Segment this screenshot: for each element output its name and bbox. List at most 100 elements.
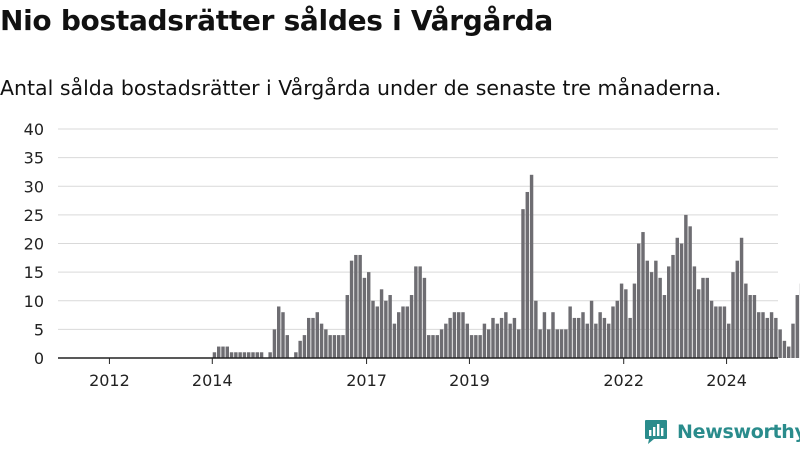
- bar: [427, 335, 431, 358]
- bar: [551, 312, 555, 358]
- bar: [688, 226, 692, 358]
- bar: [547, 329, 551, 358]
- bar: [564, 329, 568, 358]
- bar: [371, 300, 375, 358]
- bar: [585, 323, 589, 358]
- bar: [392, 323, 397, 358]
- bar: [795, 295, 799, 358]
- bar: [422, 277, 427, 358]
- bar: [345, 295, 349, 358]
- bar: [268, 352, 272, 358]
- bar: [405, 306, 409, 358]
- bar: [401, 306, 405, 358]
- bar: [285, 335, 289, 358]
- y-tick-label: 5: [34, 320, 44, 339]
- bar: [594, 323, 598, 358]
- bar: [409, 295, 414, 358]
- bar: [782, 340, 787, 358]
- bar: [384, 300, 388, 358]
- bar: [337, 335, 341, 358]
- bar: [581, 312, 585, 358]
- bar: [474, 335, 478, 358]
- bar: [778, 329, 782, 358]
- bar: [272, 329, 277, 358]
- bar: [508, 323, 512, 358]
- bar: [431, 335, 435, 358]
- bar: [611, 306, 615, 358]
- bar: [701, 277, 705, 358]
- bar: [675, 237, 679, 358]
- bar: [628, 317, 632, 358]
- bar: [448, 317, 452, 358]
- bar: [735, 260, 739, 358]
- bar: [722, 306, 727, 358]
- bar: [418, 266, 422, 358]
- bar: [598, 312, 602, 358]
- bar: [619, 283, 624, 358]
- bar: [487, 329, 491, 358]
- y-tick-label: 0: [34, 349, 44, 368]
- y-tick-label: 15: [24, 263, 44, 282]
- bar: [641, 232, 645, 358]
- bar: [534, 300, 538, 358]
- bar: [761, 312, 765, 358]
- bar: [637, 243, 641, 358]
- bar: [461, 312, 465, 358]
- bar: [478, 335, 482, 358]
- bar: [439, 329, 444, 358]
- bar: [247, 352, 251, 358]
- bar: [375, 306, 379, 358]
- bar: [242, 352, 247, 358]
- bar: [255, 352, 259, 358]
- bar: [517, 329, 521, 358]
- newsworthy-logo-icon: [645, 420, 667, 444]
- bar: [341, 335, 345, 358]
- bar: [679, 243, 684, 358]
- bar: [748, 295, 752, 358]
- bar: [452, 312, 457, 358]
- bar: [752, 295, 757, 358]
- bar: [491, 317, 495, 358]
- bar: [624, 289, 628, 358]
- bar: [298, 340, 302, 358]
- bar: [697, 289, 701, 358]
- bar: [259, 352, 264, 358]
- bar: [319, 323, 324, 358]
- bar: [607, 323, 611, 358]
- bar: [358, 254, 362, 358]
- bar: [555, 329, 559, 358]
- bar: [212, 352, 217, 358]
- bar: [727, 323, 731, 358]
- brand-name: Newsworthy: [677, 421, 800, 443]
- bar: [718, 306, 722, 358]
- bar: [332, 335, 337, 358]
- bar: [469, 335, 474, 358]
- y-tick-label: 10: [24, 292, 44, 311]
- bar: [731, 272, 735, 358]
- gridlines: [58, 128, 778, 330]
- bar: [482, 323, 487, 358]
- bar: [658, 277, 662, 358]
- bar: [645, 260, 649, 358]
- bar: [757, 312, 761, 358]
- bar: [769, 312, 774, 358]
- y-tick-label: 20: [24, 235, 44, 254]
- bar: [744, 283, 748, 358]
- bar: [709, 300, 714, 358]
- x-tick-label: 2014: [192, 371, 233, 390]
- bar: [791, 323, 795, 358]
- bar: [568, 306, 572, 358]
- bar: [521, 209, 525, 358]
- bar: [602, 317, 607, 358]
- bar: [705, 277, 709, 358]
- chart-subtitle: Antal sålda bostadsrätter i Vårgårda und…: [0, 76, 722, 100]
- bar: [221, 346, 225, 358]
- bar: [388, 295, 392, 358]
- bar: [529, 174, 534, 358]
- bar: [538, 329, 542, 358]
- bars: [212, 174, 800, 358]
- bar: [765, 317, 769, 358]
- bar: [234, 352, 238, 358]
- x-tick-label: 2012: [89, 371, 130, 390]
